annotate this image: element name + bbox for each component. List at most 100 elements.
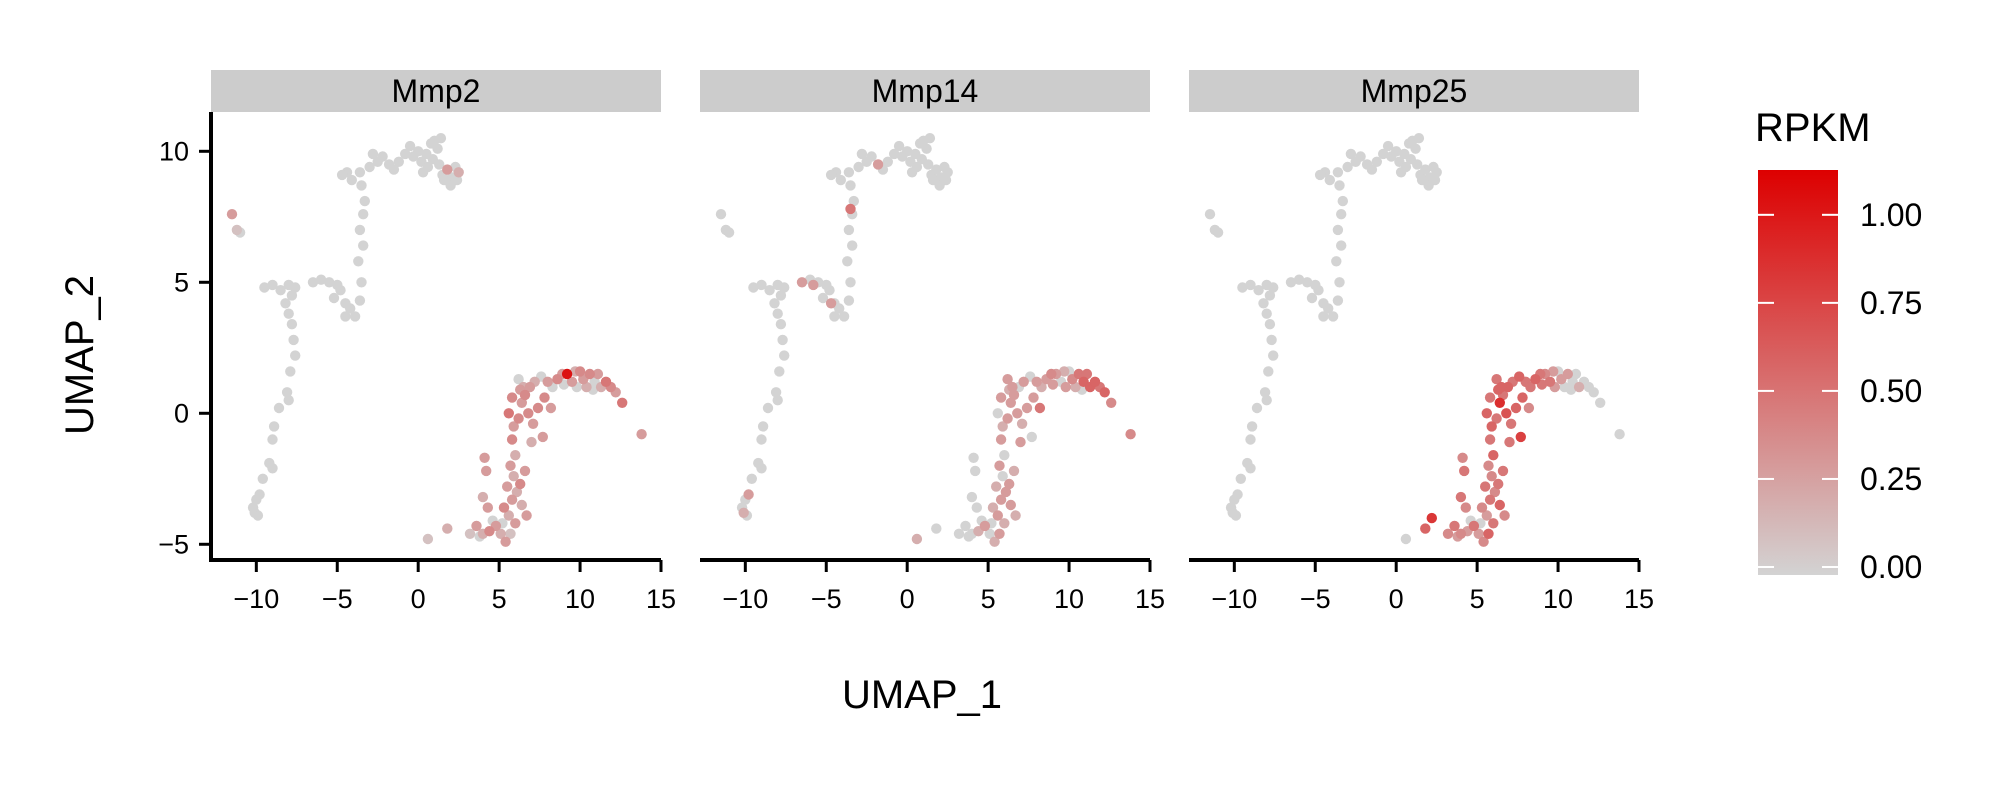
data-point	[1486, 471, 1497, 482]
data-point	[1245, 463, 1256, 474]
data-point	[1337, 195, 1349, 207]
data-point	[979, 520, 991, 532]
x-tick-label: −10	[233, 584, 279, 614]
x-tick-label: 15	[1135, 584, 1165, 614]
data-point	[1314, 169, 1326, 181]
data-point	[1491, 374, 1502, 385]
data-point	[506, 494, 518, 505]
data-point	[288, 334, 299, 346]
data-point	[275, 285, 286, 296]
data-point	[775, 319, 787, 330]
data-point	[1573, 381, 1585, 393]
data-point	[286, 319, 298, 330]
x-axis-title: UMAP_1	[842, 673, 1002, 717]
legend-tick-label: 0.00	[1860, 549, 1922, 585]
data-point	[1449, 520, 1460, 532]
data-point	[845, 180, 856, 191]
data-point	[835, 174, 846, 186]
data-point	[1046, 368, 1057, 380]
data-point	[502, 481, 513, 492]
data-point	[1008, 465, 1020, 477]
facet-strip	[700, 70, 1150, 112]
data-point	[1021, 402, 1033, 414]
data-point	[715, 209, 727, 220]
facet-strip	[211, 70, 661, 112]
data-point	[324, 277, 335, 288]
data-point	[984, 528, 995, 539]
data-point	[1007, 381, 1018, 393]
data-point	[508, 421, 519, 432]
data-point	[843, 167, 855, 178]
data-point	[1261, 395, 1272, 406]
data-point	[1266, 334, 1277, 346]
data-point	[267, 434, 278, 445]
data-point	[995, 494, 1007, 505]
x-tick-label: 10	[565, 584, 595, 614]
y-tick-label: 0	[174, 398, 189, 428]
data-point	[524, 381, 536, 393]
data-point	[770, 387, 782, 398]
data-point	[1486, 421, 1497, 432]
data-point	[526, 436, 537, 448]
data-point	[847, 240, 858, 251]
data-point	[995, 392, 1007, 403]
data-point	[519, 389, 531, 401]
data-point	[503, 408, 514, 419]
legend-tick-label: 1.00	[1860, 197, 1922, 233]
data-point	[1488, 450, 1499, 461]
point-group	[226, 133, 647, 547]
data-point	[477, 491, 489, 503]
data-point	[1478, 536, 1489, 547]
data-point	[290, 350, 301, 361]
data-point	[1614, 429, 1625, 440]
data-point	[995, 434, 1007, 445]
data-point	[991, 481, 1002, 492]
data-point	[808, 279, 819, 291]
data-point	[1491, 413, 1502, 424]
data-point	[1431, 167, 1442, 178]
data-point	[777, 334, 788, 346]
data-point	[508, 471, 519, 482]
data-point	[346, 174, 357, 186]
data-point	[482, 502, 493, 513]
data-point	[1420, 523, 1431, 534]
data-point	[756, 279, 767, 291]
data-point	[942, 167, 953, 178]
data-point	[510, 518, 521, 529]
data-point	[848, 195, 859, 207]
data-point	[1442, 528, 1454, 539]
data-point	[843, 224, 855, 236]
data-point	[1332, 167, 1344, 178]
data-point	[513, 413, 524, 424]
data-point	[1378, 148, 1389, 160]
data-point	[285, 366, 296, 377]
data-point	[617, 397, 628, 408]
data-point	[999, 518, 1010, 529]
data-point	[340, 311, 351, 322]
data-point	[464, 528, 476, 539]
x-tick-label: 15	[1624, 584, 1654, 614]
data-point	[1313, 285, 1324, 296]
facet-panel: Mmp2 −10 −5 0 5 10 15	[211, 70, 676, 614]
data-point	[388, 164, 400, 175]
data-point	[756, 463, 767, 474]
data-point	[994, 460, 1005, 471]
data-point	[315, 274, 327, 285]
data-point	[1334, 277, 1345, 288]
data-point	[283, 395, 294, 406]
data-point	[1483, 460, 1494, 471]
data-point	[354, 295, 366, 306]
data-point	[970, 465, 981, 477]
data-point	[779, 282, 790, 293]
x-tick-label: −5	[811, 584, 842, 614]
data-point	[842, 256, 853, 267]
data-point	[1245, 434, 1256, 445]
data-point	[592, 368, 604, 380]
x-tick-label: −5	[322, 584, 353, 614]
data-point	[1268, 282, 1279, 293]
data-point	[516, 397, 527, 408]
color-legend: RPKM 1.00 0.75 0.50 0.25 0.00	[1755, 106, 1922, 585]
facet-panel: Mmp25 −10 −5 0 5 10 15	[1189, 70, 1654, 614]
data-point	[997, 471, 1008, 482]
